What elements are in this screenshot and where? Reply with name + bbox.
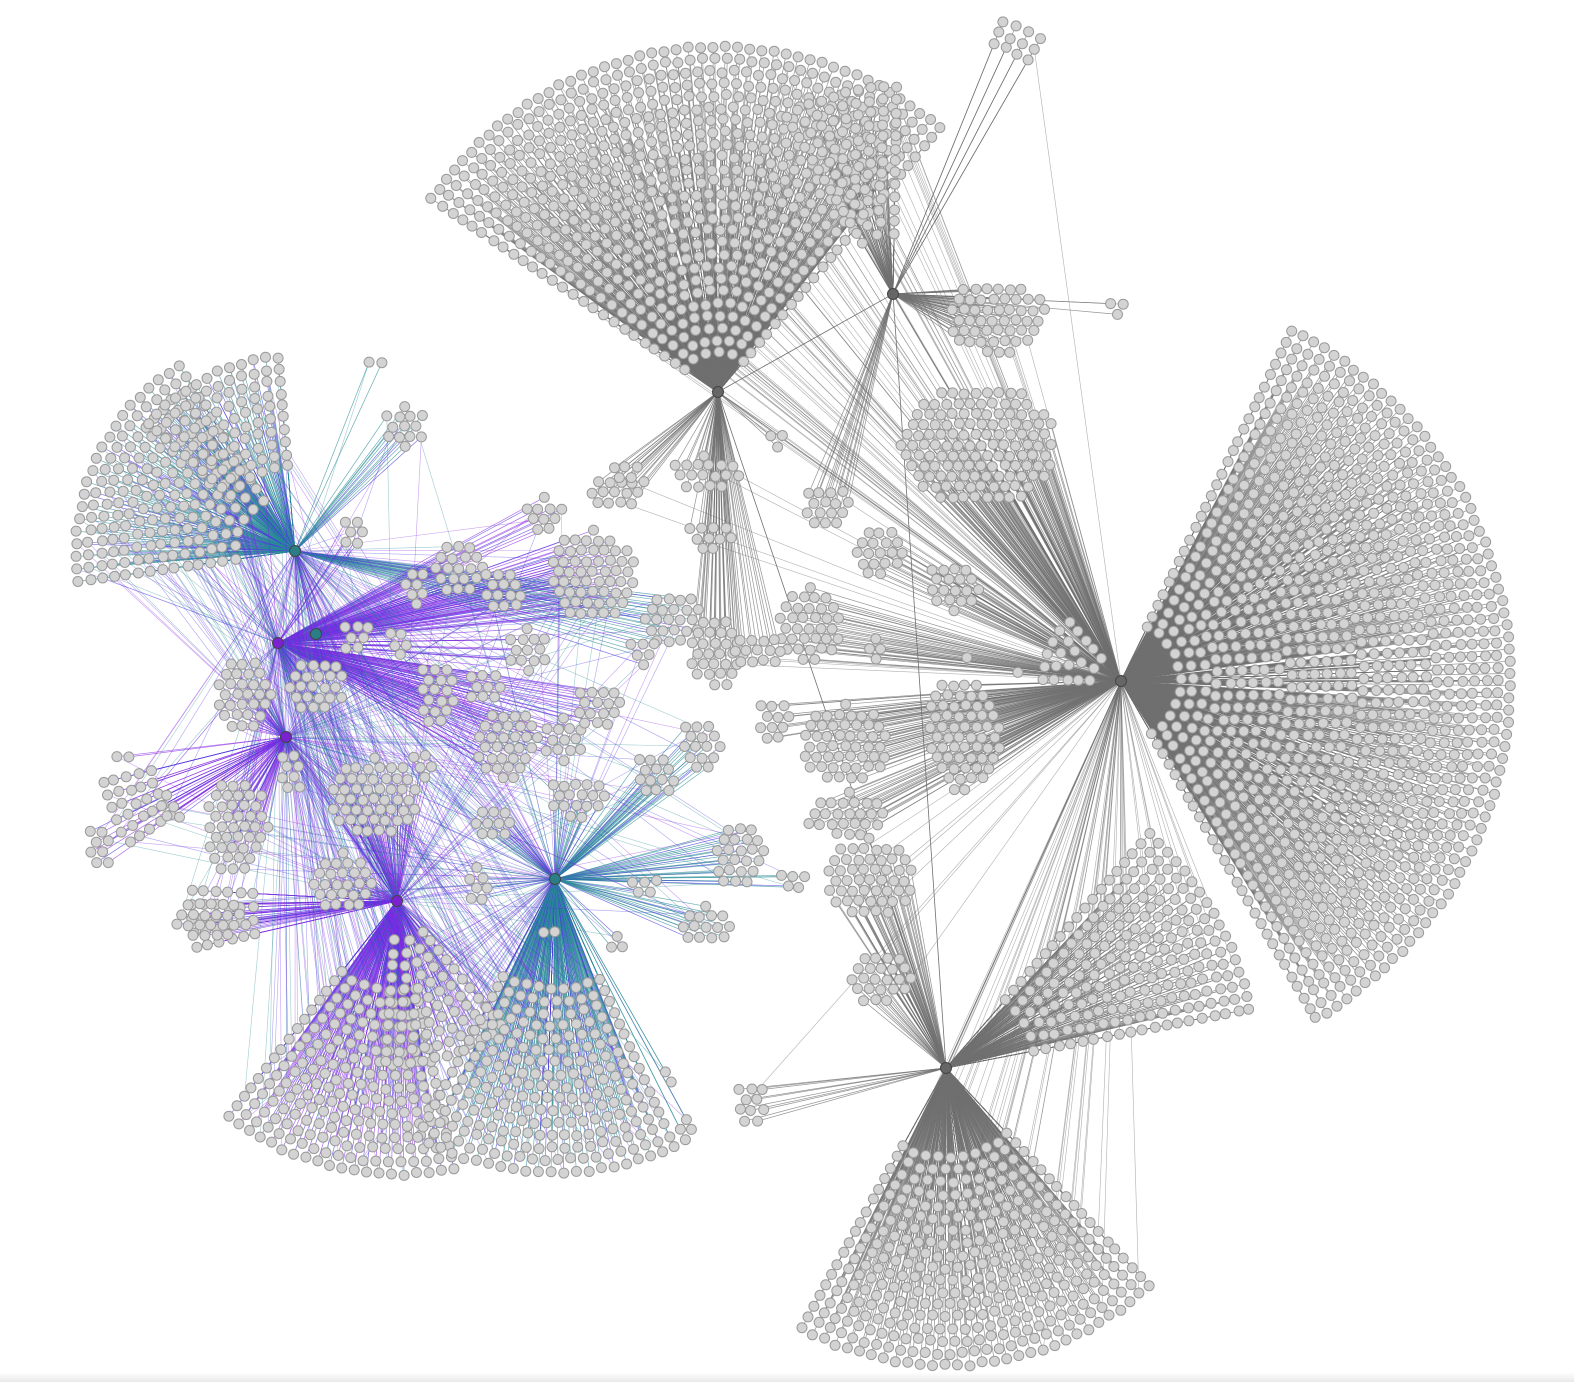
network-edge [396,900,417,1173]
network-edge [229,380,296,552]
network-edge [206,390,296,552]
network-edge [111,736,287,808]
network-edge [945,861,1177,1069]
network-edge [834,1067,947,1346]
network-edge [689,59,1122,682]
network-edge [763,1067,947,1110]
network-edge [945,1067,1095,1283]
network-edge [717,91,830,393]
network-edge [945,1067,1056,1346]
network-edge [1120,480,1442,682]
network-edge [708,107,1122,682]
network-edge [114,526,296,552]
network-edge [259,900,398,1138]
network-edge [241,375,296,552]
network-edge [185,405,296,552]
network-edge [1120,680,1446,731]
network-edge [109,491,296,552]
network-edge [396,900,453,1029]
network-edge [217,386,296,552]
network-edge [800,70,1122,682]
network-edge [892,38,1041,295]
network-edge [945,908,1136,1069]
network-edge [893,1067,947,1336]
network-edge [945,1067,1122,1311]
network-edge [130,446,296,552]
network-edge [892,25,1017,295]
network-edge [105,469,296,552]
network-edge [265,357,296,552]
network-edge [945,983,1181,1069]
network-edge [1120,680,1497,706]
network-edge [907,1067,947,1363]
network-edge [593,81,719,393]
network-edge [945,881,1193,1069]
network-edge [945,929,1198,1069]
network-edge [1120,680,1348,1000]
network-edge [313,900,398,1149]
network-edge [76,543,296,552]
network-edge [1120,680,1405,930]
network-edge [1120,347,1325,682]
network-edge [337,900,398,1156]
network-edge [813,293,894,504]
network-edge [110,457,296,552]
network-edge [528,134,719,393]
network-edge [892,31,1029,295]
network-edge [892,21,1004,295]
network-edge [945,889,1152,1069]
network-edge [396,900,470,1045]
network-edge [744,1067,947,1122]
network-edge [241,389,296,552]
network-edge [945,1067,1074,1297]
network-edge [1120,630,1495,682]
